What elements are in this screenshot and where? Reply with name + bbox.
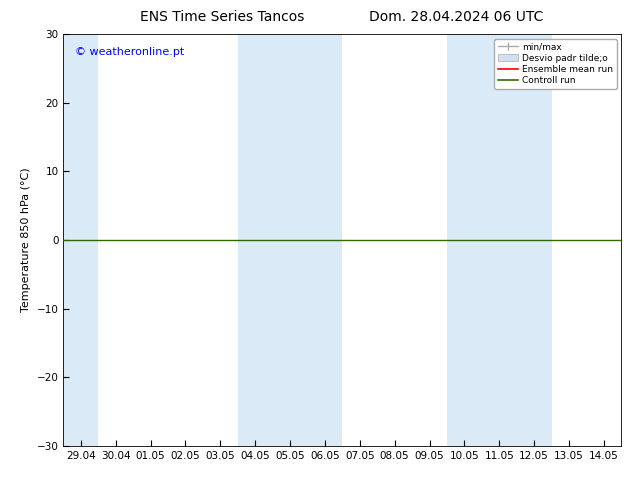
- Y-axis label: Temperature 850 hPa (°C): Temperature 850 hPa (°C): [21, 168, 31, 313]
- Text: ENS Time Series Tancos: ENS Time Series Tancos: [139, 10, 304, 24]
- Bar: [63, 34, 98, 446]
- Bar: [447, 34, 552, 446]
- Legend: min/max, Desvio padr tilde;o, Ensemble mean run, Controll run: min/max, Desvio padr tilde;o, Ensemble m…: [495, 39, 617, 89]
- Bar: [238, 34, 342, 446]
- Text: © weatheronline.pt: © weatheronline.pt: [75, 47, 184, 57]
- Text: Dom. 28.04.2024 06 UTC: Dom. 28.04.2024 06 UTC: [369, 10, 544, 24]
